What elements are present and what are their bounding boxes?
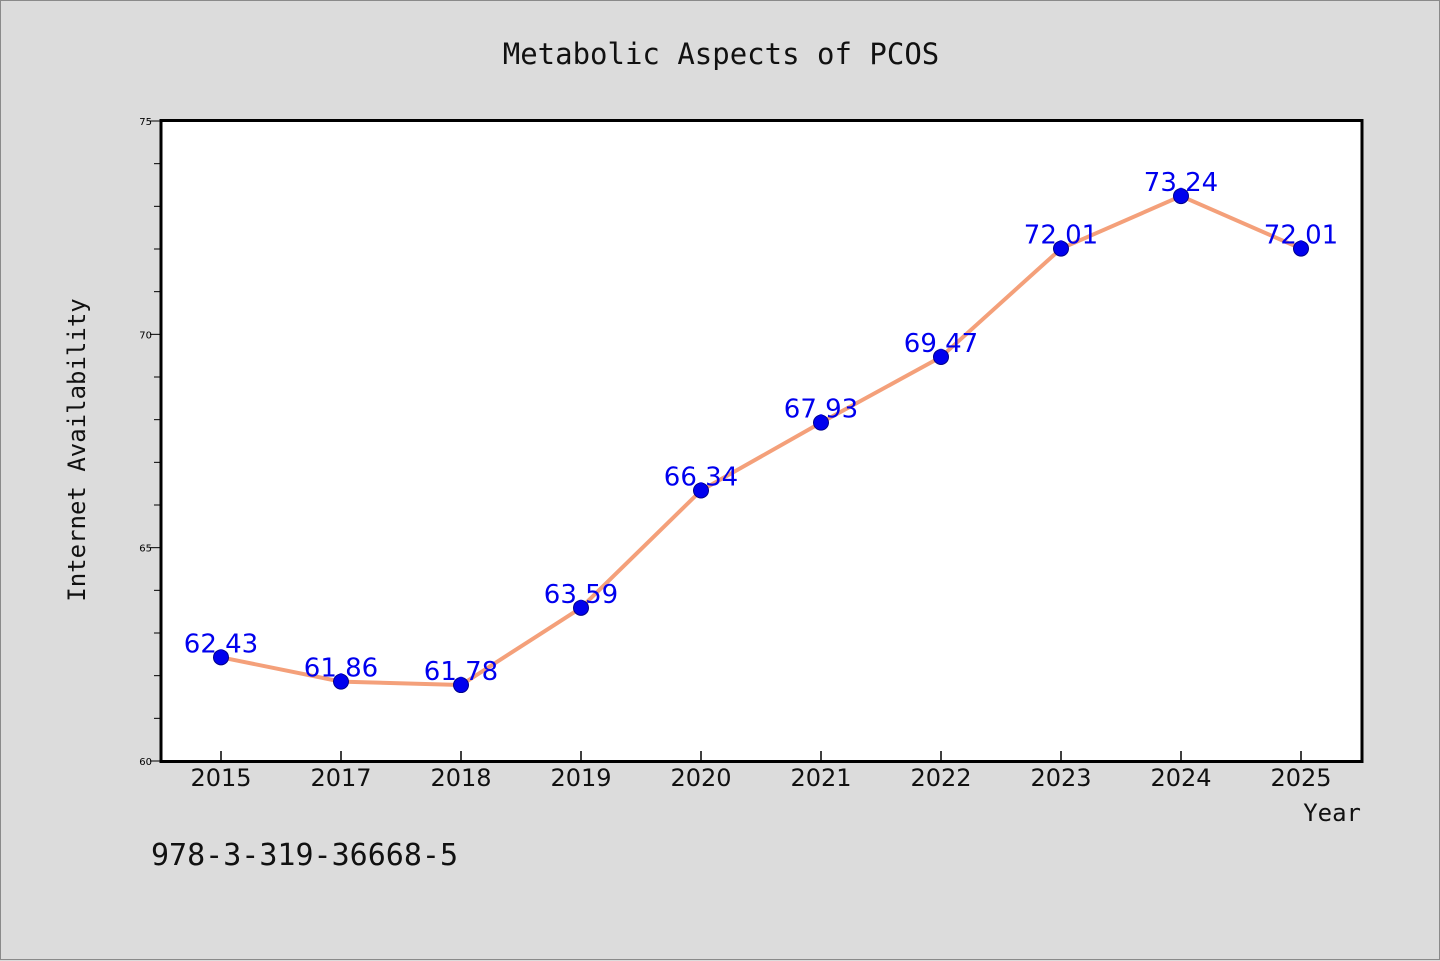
y-axis-ticks: 60 65 70 75 bbox=[139, 117, 160, 768]
data-point bbox=[213, 649, 229, 666]
data-point bbox=[1293, 240, 1309, 257]
x-tick-label: 2024 bbox=[1150, 764, 1211, 792]
chart-title: Metabolic Aspects of PCOS bbox=[503, 37, 940, 71]
footer-text: 978-3-319-36668-5 bbox=[151, 838, 458, 873]
x-tick-label: 2018 bbox=[430, 764, 491, 792]
data-point bbox=[333, 673, 349, 690]
data-point bbox=[813, 414, 829, 431]
data-label: 67.93 bbox=[784, 395, 858, 425]
data-point bbox=[453, 677, 469, 694]
data-label: 63.59 bbox=[544, 580, 618, 610]
data-markers bbox=[213, 188, 1309, 694]
y-tick-label: 70 bbox=[139, 330, 152, 341]
x-tick-label: 2017 bbox=[310, 764, 371, 792]
data-point bbox=[693, 482, 709, 499]
data-label: 72.01 bbox=[1264, 221, 1338, 251]
y-tick-label: 60 bbox=[139, 757, 152, 768]
x-tick-label: 2022 bbox=[910, 764, 971, 792]
data-label: 62.43 bbox=[184, 629, 258, 659]
x-tick-label: 2020 bbox=[670, 764, 731, 792]
data-label: 73.24 bbox=[1144, 168, 1218, 198]
x-axis-ticks: 2015 2017 2018 2019 2020 2021 2022 2023 2024 2025 bbox=[190, 751, 1332, 792]
plot-area bbox=[161, 120, 1362, 762]
x-axis-label: Year bbox=[1303, 799, 1361, 827]
data-label: 72.01 bbox=[1024, 221, 1098, 251]
data-point bbox=[573, 599, 589, 616]
data-point bbox=[933, 348, 949, 365]
y-axis-label: Internet Availability bbox=[63, 298, 91, 601]
plot-border bbox=[159, 119, 1364, 763]
data-label: 61.78 bbox=[424, 657, 498, 687]
data-point bbox=[1173, 188, 1189, 205]
y-tick-label: 65 bbox=[139, 544, 152, 555]
data-label: 66.34 bbox=[664, 462, 738, 492]
series-line bbox=[219, 194, 1303, 688]
y-tick-label: 75 bbox=[139, 117, 152, 128]
x-tick-label: 2019 bbox=[550, 764, 611, 792]
data-labels: 62.43 61.86 61.78 63.59 66.34 67.93 69.47 72.01… bbox=[184, 168, 1338, 687]
x-tick-label: 2025 bbox=[1270, 764, 1331, 792]
data-point bbox=[1053, 240, 1069, 257]
data-label: 61.86 bbox=[304, 654, 378, 684]
x-tick-label: 2023 bbox=[1030, 764, 1091, 792]
x-tick-label: 2021 bbox=[790, 764, 851, 792]
data-label: 69.47 bbox=[904, 329, 978, 359]
x-tick-label: 2015 bbox=[190, 764, 251, 792]
